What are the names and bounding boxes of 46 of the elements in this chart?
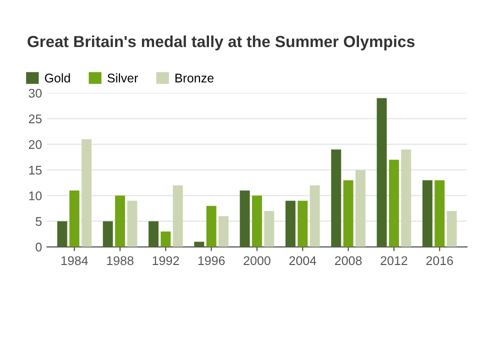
bar [102, 221, 113, 247]
bar [264, 210, 274, 247]
y-tick-label: 10 [29, 191, 42, 200]
bar [331, 149, 342, 247]
chart-title: Great Britain's medal tally at the Summer Olympics [28, 35, 414, 50]
bar [376, 98, 387, 247]
bar [285, 200, 296, 247]
bar [82, 139, 92, 247]
bar [160, 232, 171, 247]
y-tick-label: 5 [36, 217, 42, 226]
bar [218, 216, 229, 247]
y-tick-label: 0 [36, 242, 42, 252]
bar [355, 170, 366, 247]
bar [127, 200, 138, 247]
x-tick-label: 2012 [380, 256, 408, 266]
bar [298, 200, 308, 247]
bar [434, 180, 445, 247]
bar [206, 206, 216, 247]
x-tick-label: 2008 [335, 256, 362, 266]
legend-label: Gold [44, 73, 70, 82]
bar [148, 221, 159, 247]
x-tick-label: 1984 [61, 256, 88, 266]
legend-label: Bronze [175, 74, 214, 82]
bar [252, 196, 262, 247]
bar [401, 149, 412, 247]
bar [172, 185, 183, 247]
x-tick-label: 1988 [107, 256, 134, 266]
x-tick-label: 2004 [289, 256, 316, 266]
y-tick-label: 20 [28, 140, 42, 149]
x-tick-label: 1992 [152, 256, 179, 266]
x-tick-label: 2000 [244, 256, 270, 266]
y-tick-label: 15 [29, 166, 42, 175]
bar [422, 180, 432, 247]
legend-label: Silver [108, 73, 138, 82]
bar [57, 221, 68, 247]
bar [343, 180, 354, 247]
x-tick-label: 1996 [198, 256, 225, 266]
x-tick-label: 2016 [426, 256, 453, 266]
bar [446, 210, 457, 247]
bar [240, 190, 250, 247]
bar [310, 185, 320, 247]
bar [69, 190, 80, 247]
bar [115, 196, 126, 247]
bar [388, 160, 399, 247]
y-tick-label: 30 [28, 88, 42, 98]
y-tick-label: 25 [28, 114, 42, 124]
